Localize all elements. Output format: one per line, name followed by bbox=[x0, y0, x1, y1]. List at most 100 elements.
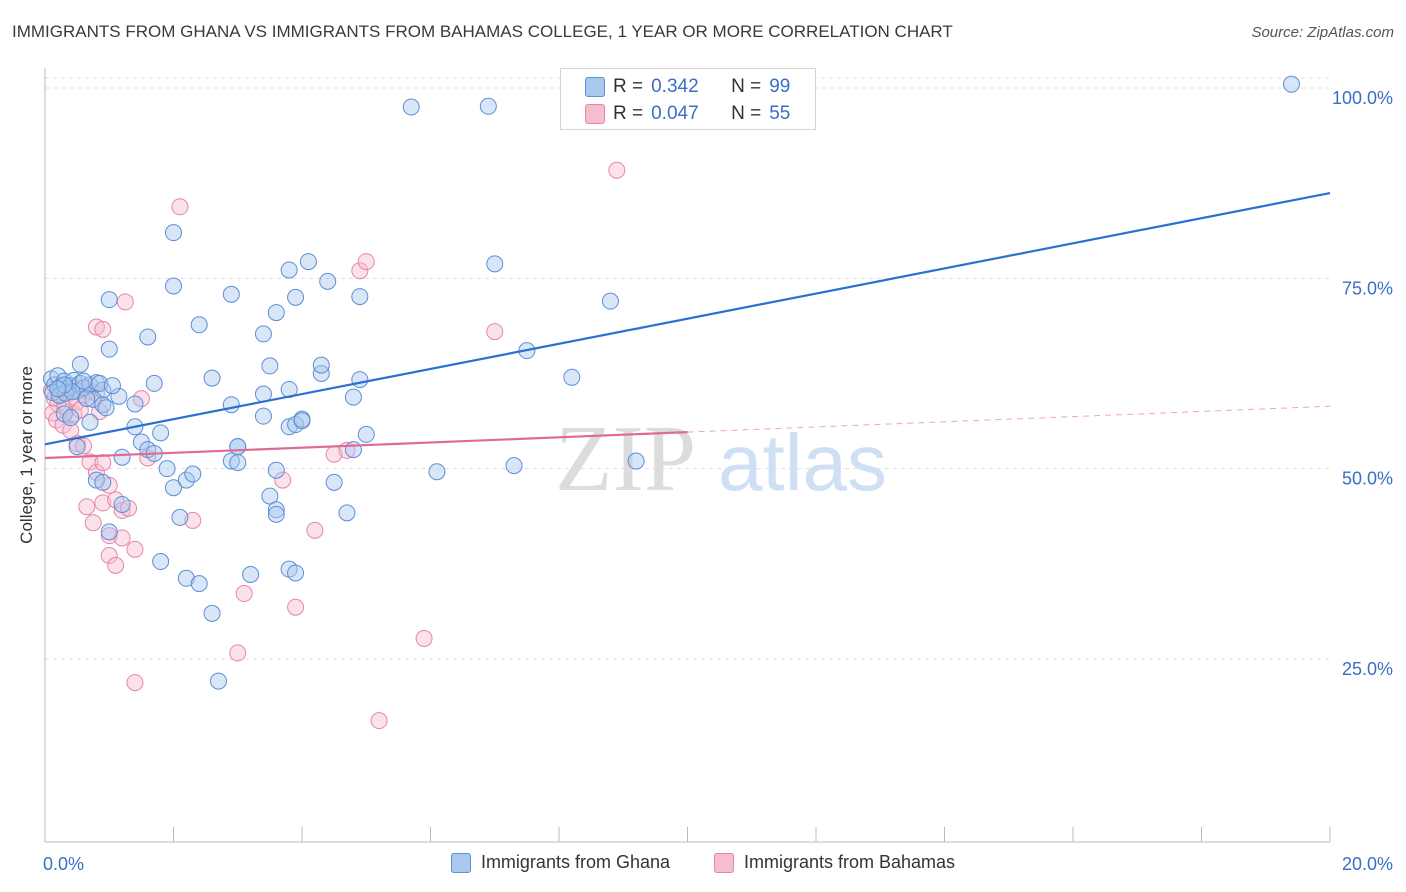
x-tick-label-min: 0.0% bbox=[43, 854, 84, 874]
ghana-point bbox=[81, 413, 99, 431]
ghana-point bbox=[293, 412, 311, 430]
ghana-point bbox=[165, 479, 182, 497]
ghana-point bbox=[287, 564, 305, 582]
ghana-point bbox=[319, 272, 337, 290]
ghana-point bbox=[267, 505, 285, 523]
bahamas-point bbox=[84, 514, 102, 532]
bahamas-points bbox=[42, 161, 626, 730]
ghana-point bbox=[75, 372, 93, 390]
stats-box: R = 0.342 N = 99 R = 0.047 N = 55 bbox=[560, 68, 816, 130]
ghana-point bbox=[113, 495, 131, 513]
ghana-point bbox=[267, 501, 285, 519]
ghana-point bbox=[229, 438, 247, 456]
ghana-point bbox=[50, 387, 68, 405]
ghana-point bbox=[402, 98, 420, 116]
bahamas-point bbox=[171, 198, 189, 216]
ghana-point bbox=[71, 355, 89, 373]
ghana-point bbox=[103, 377, 121, 395]
ghana-point bbox=[94, 396, 112, 414]
ghana-point bbox=[190, 316, 208, 334]
y-tick-label: 100.0% bbox=[1332, 88, 1393, 108]
legend-item-ghana[interactable]: Immigrants from Ghana bbox=[450, 852, 670, 873]
ghana-point bbox=[126, 395, 144, 413]
bahamas-point bbox=[126, 674, 144, 692]
stats-row-ghana: R = 0.342 N = 99 bbox=[585, 74, 790, 100]
ghana-point bbox=[94, 473, 112, 491]
ghana-point bbox=[351, 371, 369, 389]
ghana-point bbox=[49, 380, 67, 398]
bahamas-point bbox=[126, 540, 144, 558]
bahamas-n-value: 55 bbox=[769, 103, 791, 124]
y-tick-labels: 25.0% 50.0% 75.0% 100.0% bbox=[1332, 88, 1393, 679]
ghana-point bbox=[505, 457, 523, 475]
bahamas-point bbox=[94, 320, 112, 338]
ghana-point bbox=[254, 407, 272, 425]
ghana-point bbox=[113, 448, 131, 466]
bahamas-r-value: 0.047 bbox=[651, 103, 699, 124]
ghana-point bbox=[152, 424, 170, 442]
bahamas-point bbox=[78, 498, 96, 516]
ghana-point bbox=[100, 523, 118, 541]
ghana-point bbox=[287, 288, 305, 306]
y-tick-label: 50.0% bbox=[1342, 469, 1393, 489]
ghana-point bbox=[344, 441, 362, 459]
bahamas-point bbox=[306, 521, 324, 539]
y-tick-label: 75.0% bbox=[1342, 278, 1393, 298]
legend: Immigrants from Ghana Immigrants from Ba… bbox=[0, 852, 1406, 873]
r-label: R = bbox=[613, 103, 644, 124]
ghana-point bbox=[563, 368, 581, 386]
bahamas-point bbox=[107, 556, 125, 574]
y-axis-label-text: College, 1 year or more bbox=[17, 366, 36, 544]
ghana-swatch bbox=[585, 77, 605, 97]
ghana-trend-line bbox=[44, 191, 1331, 446]
ghana-point bbox=[222, 396, 240, 414]
ghana-point bbox=[68, 438, 86, 456]
bahamas-point bbox=[94, 454, 112, 472]
bahamas-point bbox=[608, 161, 626, 179]
ghana-point bbox=[190, 575, 208, 593]
legend-label-bahamas: Immigrants from Bahamas bbox=[744, 852, 956, 872]
ghana-point bbox=[229, 454, 247, 472]
ghana-legend-swatch bbox=[450, 852, 471, 873]
ghana-point bbox=[62, 409, 80, 427]
watermark-atlas: atlas bbox=[718, 418, 887, 507]
ghana-point bbox=[100, 291, 118, 309]
ghana-point bbox=[165, 277, 182, 295]
bahamas-point bbox=[415, 629, 433, 647]
ghana-point bbox=[486, 255, 504, 273]
trend-lines bbox=[44, 191, 1331, 460]
legend-label-ghana: Immigrants from Ghana bbox=[480, 852, 670, 872]
ghana-n-value: 99 bbox=[769, 76, 791, 97]
ghana-point bbox=[87, 471, 105, 489]
legend-item-bahamas[interactable]: Immigrants from Bahamas bbox=[714, 852, 955, 873]
ghana-point bbox=[177, 471, 195, 489]
ghana-point bbox=[261, 357, 279, 375]
ghana-point bbox=[351, 288, 369, 306]
x-tick-label-max: 20.0% bbox=[1342, 854, 1393, 874]
ghana-point bbox=[139, 328, 157, 346]
ghana-point bbox=[601, 292, 619, 310]
ghana-point bbox=[78, 390, 96, 408]
ghana-point bbox=[312, 356, 330, 374]
ghana-point bbox=[299, 253, 317, 271]
ghana-point bbox=[97, 399, 115, 417]
ghana-point bbox=[184, 465, 202, 483]
ghana-point bbox=[110, 387, 128, 405]
ghana-point bbox=[177, 569, 195, 587]
r-label: R = bbox=[613, 76, 644, 97]
ghana-point bbox=[479, 97, 497, 115]
bahamas-point bbox=[370, 712, 388, 730]
bahamas-point bbox=[274, 471, 292, 489]
ghana-r-value: 0.342 bbox=[651, 76, 699, 97]
ghana-point bbox=[158, 460, 176, 478]
ghana-point bbox=[84, 390, 102, 408]
bahamas-point bbox=[113, 502, 131, 520]
ghana-point bbox=[100, 340, 118, 358]
bahamas-trend-extension bbox=[687, 405, 1331, 433]
ghana-point bbox=[338, 504, 356, 522]
ghana-point bbox=[344, 388, 362, 406]
ghana-points bbox=[42, 75, 1300, 690]
ghana-point bbox=[242, 565, 260, 583]
n-label: N = bbox=[731, 76, 762, 97]
bahamas-point bbox=[100, 546, 118, 564]
